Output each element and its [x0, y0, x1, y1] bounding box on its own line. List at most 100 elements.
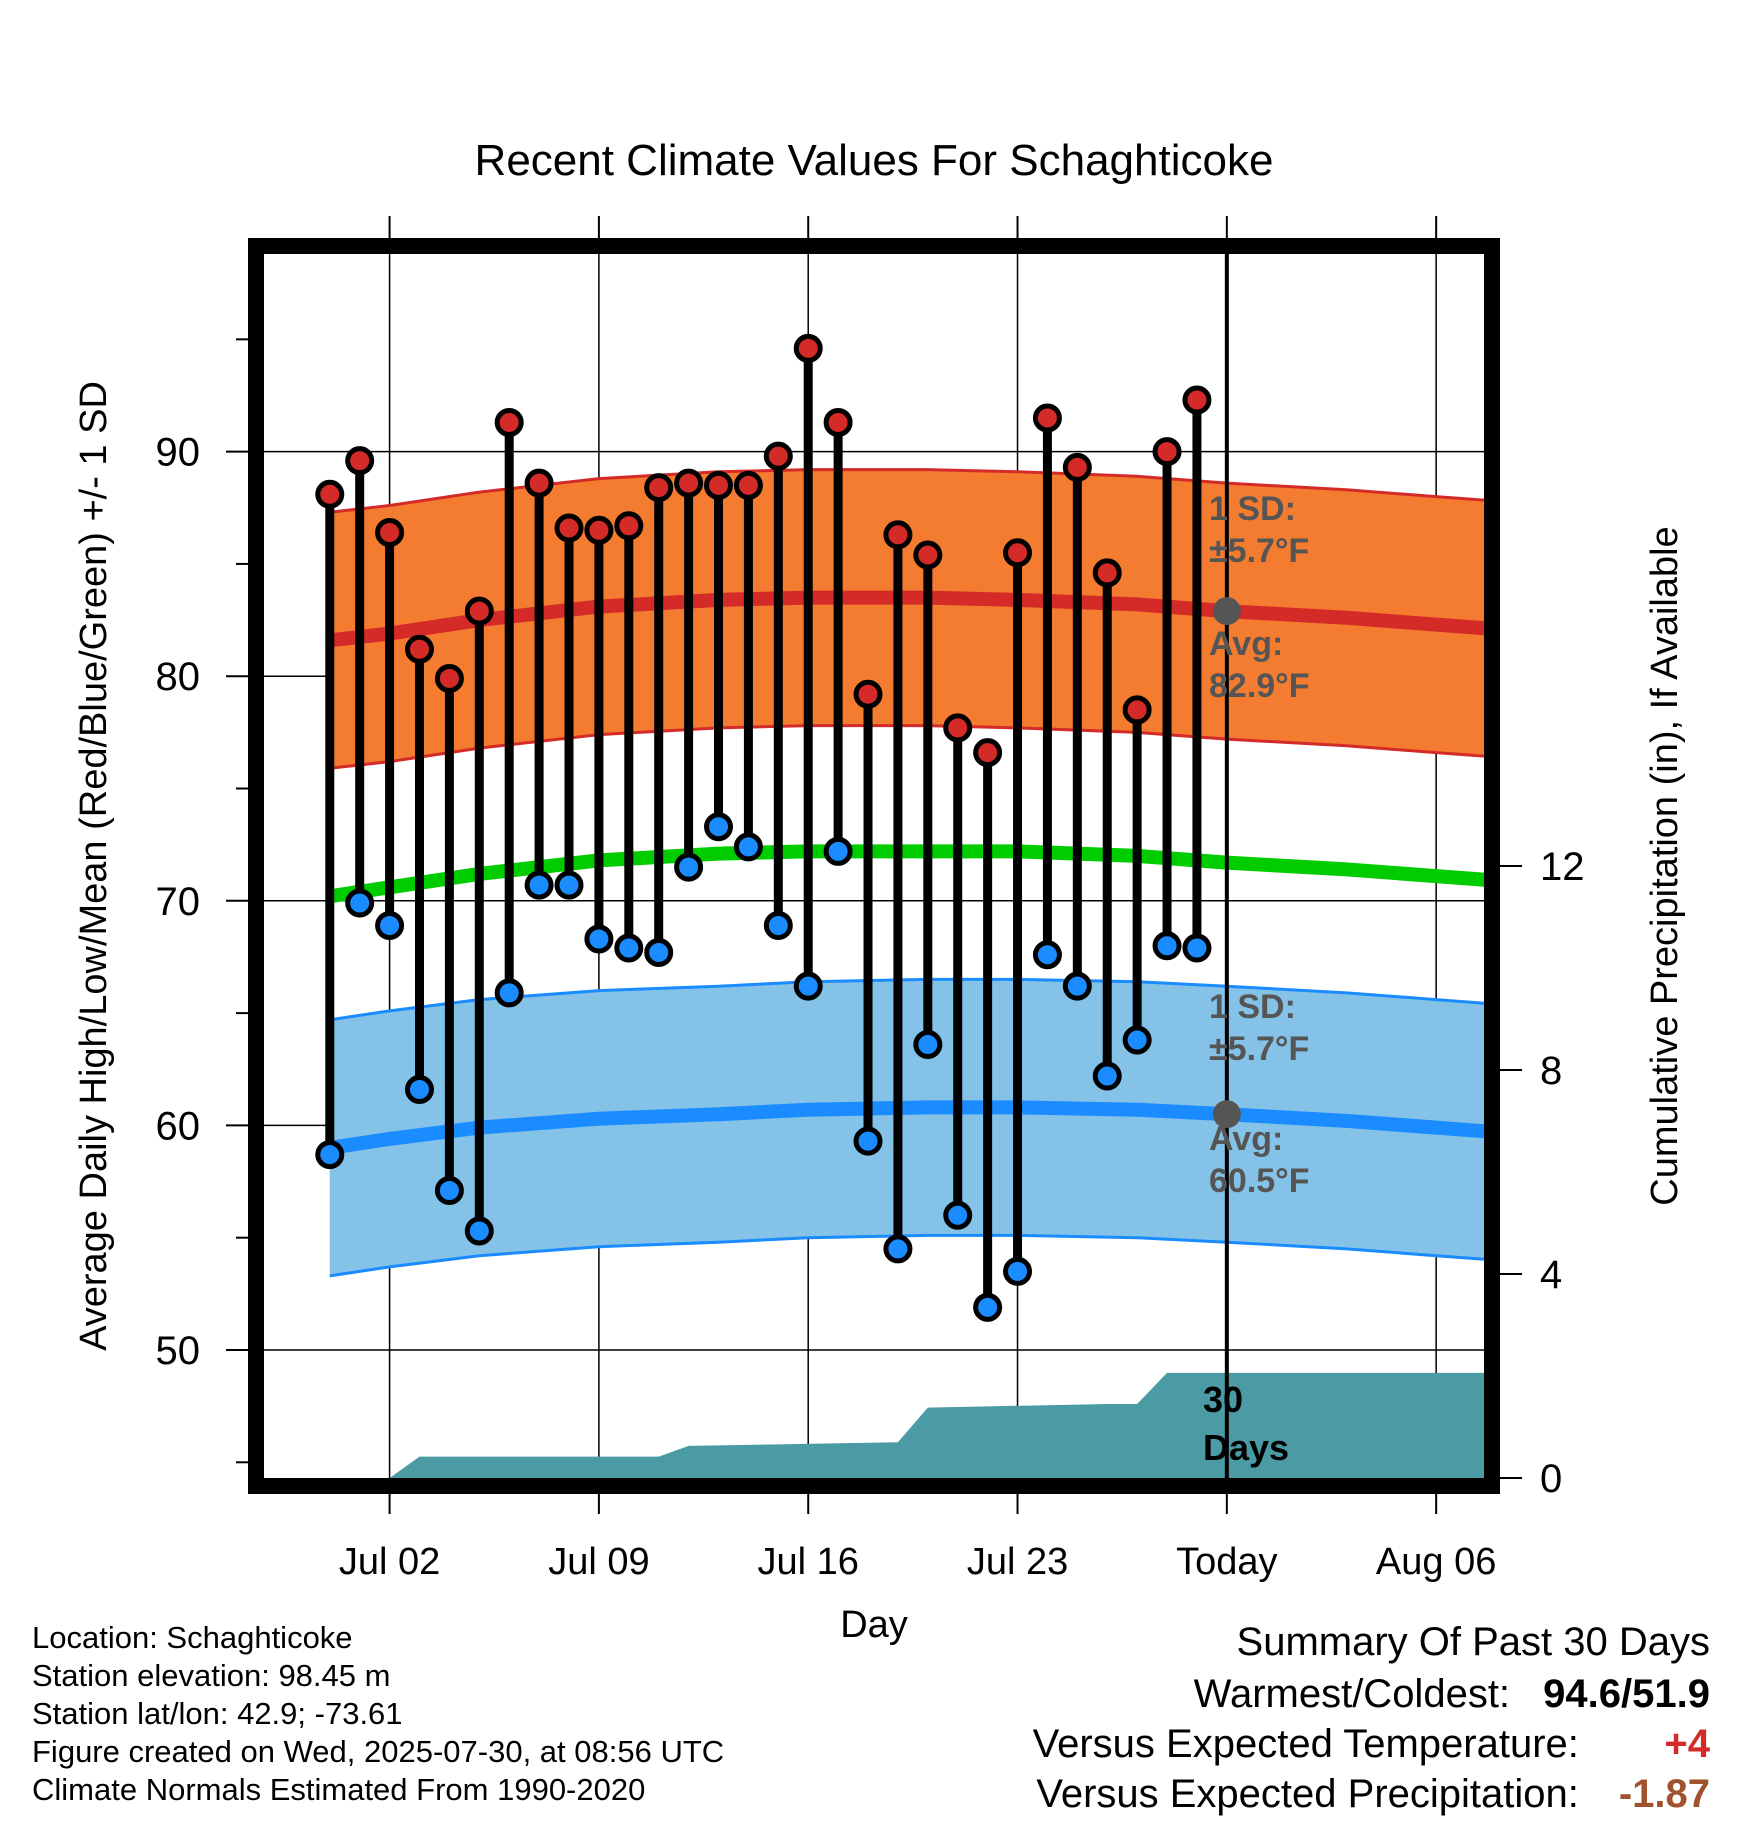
daily-low-point — [614, 933, 644, 963]
daily-high-point — [883, 520, 913, 550]
precipitation-area — [329, 1372, 1484, 1478]
high-avg-value: 82.9°F — [1209, 667, 1310, 705]
x-axis-label: Day — [840, 1604, 908, 1646]
y2-tick-label: 0 — [1540, 1457, 1562, 1501]
y2-tick-label: 4 — [1540, 1253, 1562, 1297]
summary-warmest-label: Warmest/Coldest: — [1193, 1672, 1511, 1716]
high-band-upper-edge — [329, 468, 1484, 514]
daily-low-point — [704, 812, 734, 842]
summary-title: Summary Of Past 30 Days — [1236, 1620, 1710, 1664]
daily-high-point — [1062, 452, 1092, 482]
low-avg-label: Avg: — [1209, 1120, 1283, 1158]
daily-high-point — [733, 470, 763, 500]
footer-info: Location: Schaghticoke Station elevation… — [32, 1619, 724, 1809]
daily-low-point — [973, 1292, 1003, 1322]
daily-high-point — [943, 713, 973, 743]
summary-temp-value: +4 — [1664, 1722, 1710, 1766]
daily-low-point — [1122, 1025, 1152, 1055]
daily-high-point — [793, 333, 823, 363]
daily-low-point — [464, 1216, 494, 1246]
low-avg-value: 60.5°F — [1209, 1162, 1310, 1200]
daily-low-point — [1003, 1256, 1033, 1286]
daily-high-point — [973, 738, 1003, 768]
low-avg-marker — [1212, 1100, 1241, 1129]
daily-high-point — [315, 479, 345, 509]
daily-low-point — [793, 971, 823, 1001]
high-sd-value: ±5.7°F — [1209, 532, 1309, 570]
daily-low-point — [644, 937, 674, 967]
daily-range-stems — [325, 348, 1202, 1308]
footer-latlon: Station lat/lon: 42.9; -73.61 — [32, 1696, 403, 1731]
high-avg-label: Avg: — [1209, 625, 1283, 663]
daily-low-point — [1032, 940, 1062, 970]
precip-days-label-1: 30 — [1203, 1379, 1243, 1420]
plot-frame — [248, 238, 1500, 1494]
daily-low-point — [1152, 931, 1182, 961]
daily-low-point — [315, 1140, 345, 1170]
daily-low-point — [913, 1030, 943, 1060]
summary-warmest-row: Warmest/Coldest: 94.6/51.9 — [1194, 1672, 1710, 1717]
y-tick-label: 70 — [156, 880, 201, 924]
daily-high-point — [644, 473, 674, 503]
daily-low-point — [1062, 971, 1092, 1001]
y2-axis-label: Cumulative Precipitation (in), If Availa… — [1644, 526, 1686, 1205]
y-axis-label: Average Daily High/Low/Mean (Red/Blue/Gr… — [73, 381, 115, 1351]
annotations: 1 SD: ±5.7°F Avg: 82.9°F 1 SD: ±5.7°F Av… — [1203, 490, 1310, 1468]
daily-high-point — [1032, 403, 1062, 433]
summary-precip-row: Versus Expected Precipitation: -1.87 — [1036, 1772, 1710, 1817]
y-tick-label: 80 — [156, 655, 201, 699]
summary-precip-value: -1.87 — [1618, 1772, 1710, 1816]
high-sd-label: 1 SD: — [1209, 490, 1296, 528]
y-axis-right: 0 4 8 12 — [1500, 845, 1585, 1501]
y-tick-label: 50 — [156, 1329, 201, 1373]
daily-low-point — [674, 852, 704, 882]
daily-high-point — [584, 515, 614, 545]
low-band-lower-edge — [329, 1233, 1484, 1278]
daily-low-point — [494, 978, 524, 1008]
daily-high-point — [1122, 695, 1152, 725]
low-sd-band — [329, 979, 1484, 1276]
y-tick-label: 60 — [156, 1104, 201, 1148]
daily-high-point — [763, 441, 793, 471]
daily-high-point — [375, 517, 405, 547]
daily-high-point — [1003, 538, 1033, 568]
low-sd-label: 1 SD: — [1209, 988, 1296, 1026]
daily-low-point — [823, 836, 853, 866]
daily-high-point — [1092, 558, 1122, 588]
daily-high-point — [494, 407, 524, 437]
x-axis: Jul 02 Jul 09 Jul 16 Jul 23 Today Aug 06 — [339, 216, 1496, 1583]
summary-warmest-value: 94.6/51.9 — [1543, 1672, 1710, 1716]
precip-days-label-2: Days — [1203, 1427, 1289, 1468]
x-tick-label: Jul 09 — [548, 1541, 649, 1583]
daily-high-point — [614, 511, 644, 541]
x-tick-label: Jul 16 — [758, 1541, 859, 1583]
daily-low-point — [345, 888, 375, 918]
x-tick-label: Today — [1176, 1541, 1277, 1583]
summary-temp-label: Versus Expected Temperature: — [1032, 1722, 1579, 1766]
daily-low-point — [1182, 933, 1212, 963]
daily-high-point — [823, 407, 853, 437]
y-tick-label: 90 — [156, 431, 201, 475]
footer-location: Location: Schaghticoke — [32, 1620, 353, 1655]
today-marker — [1212, 254, 1241, 1478]
x-tick-label: Jul 23 — [967, 1541, 1068, 1583]
chart-title: Recent Climate Values For Schaghticoke — [475, 136, 1274, 185]
daily-low-point — [554, 870, 584, 900]
daily-low-point — [375, 911, 405, 941]
daily-low-point — [733, 832, 763, 862]
daily-high-point — [524, 468, 554, 498]
footer-normals: Climate Normals Estimated From 1990-2020 — [32, 1772, 646, 1807]
daily-high-point — [913, 540, 943, 570]
low-sd-value: ±5.7°F — [1209, 1030, 1309, 1068]
daily-low-point — [524, 870, 554, 900]
daily-high-point — [674, 468, 704, 498]
summary-precip-label: Versus Expected Precipitation: — [1036, 1772, 1579, 1816]
daily-low-point — [853, 1126, 883, 1156]
daily-low-point — [943, 1200, 973, 1230]
daily-points — [315, 333, 1212, 1322]
footer-elevation: Station elevation: 98.45 m — [32, 1658, 391, 1693]
daily-high-point — [464, 596, 494, 626]
x-tick-label: Aug 06 — [1376, 1541, 1496, 1583]
daily-low-point — [404, 1074, 434, 1104]
